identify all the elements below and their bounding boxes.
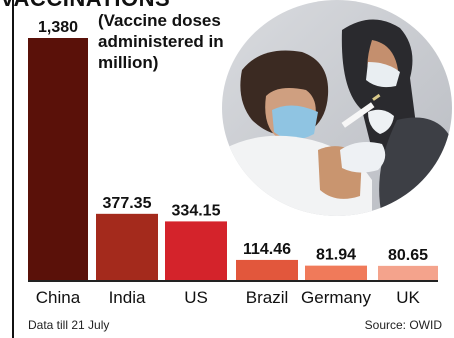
value-label-uk: 80.65 [388,247,428,264]
category-label-brazil: Brazil [246,288,289,307]
chart-title-text: VACCINATIONS [0,0,170,8]
value-label-germany: 81.94 [316,247,356,264]
bar-china [28,38,88,280]
chart-title: VACCINATIONS [0,0,240,8]
footer-note: Data till 21 July [28,318,110,332]
category-label-india: India [109,288,146,307]
bar-india [96,213,158,280]
chart-baseline [28,280,438,282]
left-rule [12,0,14,338]
value-label-india: 377.35 [103,195,152,212]
bar-us [165,221,227,280]
bar-brazil [236,259,298,280]
bar-uk [378,265,438,280]
value-label-brazil: 114.46 [243,241,291,258]
bar-germany [305,265,367,280]
vaccination-photo [222,0,452,216]
value-label-china: 1,380 [38,19,78,36]
value-label-us: 334.15 [172,202,221,219]
category-label-us: US [184,288,208,307]
vaccination-photo-icon [222,0,452,216]
chart-subtitle: (Vaccine doses administered in million) [98,11,224,72]
footer-source: Source: OWID [364,318,442,332]
category-label-germany: Germany [301,288,371,307]
category-label-china: China [36,288,81,307]
category-label-uk: UK [396,288,420,307]
